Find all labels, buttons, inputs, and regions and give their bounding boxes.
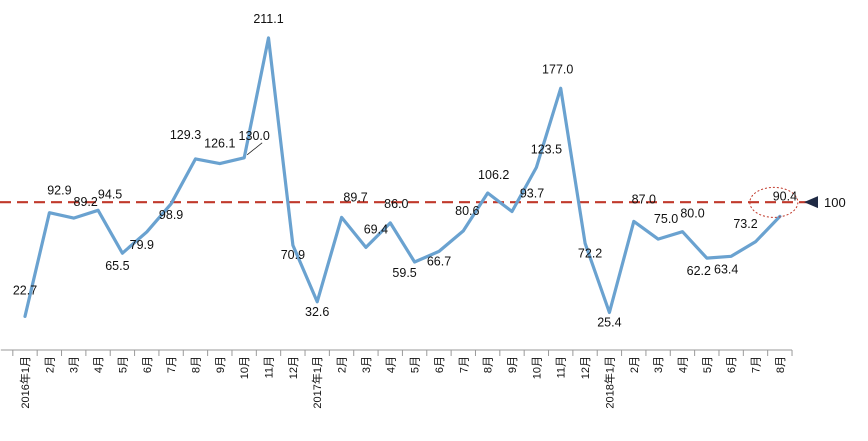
data-label: 63.4 — [714, 262, 738, 276]
x-tick-label: 7月 — [458, 356, 470, 373]
data-label: 106.2 — [478, 168, 509, 182]
reference-marker-icon — [804, 196, 818, 209]
x-tick-label: 12月 — [288, 356, 300, 379]
series-line — [23, 36, 782, 318]
x-tick-label: 8月 — [190, 356, 202, 373]
x-tick-label: 2018年1月 — [602, 356, 616, 409]
x-tick-label: 4月 — [93, 356, 105, 373]
x-tick-label: 6月 — [434, 356, 446, 373]
x-tick-label: 2月 — [337, 356, 349, 373]
data-label: 130.0 — [239, 129, 270, 143]
x-tick-label: 5月 — [410, 356, 422, 373]
data-label: 72.2 — [578, 246, 602, 260]
data-label: 94.5 — [98, 187, 122, 201]
data-label: 123.5 — [531, 142, 562, 156]
x-tick-label: 3月 — [361, 356, 373, 373]
data-label: 73.2 — [733, 217, 757, 231]
callout-line — [246, 142, 263, 156]
x-tick-label: 7月 — [751, 356, 763, 373]
x-tick-labels: 2016年1月 2月 3月 4月 5月 6月 7月 8月 9月 10月 11月 12月 2017年1月 2… — [18, 356, 787, 409]
data-label: 22.7 — [13, 283, 37, 297]
data-label: 70.9 — [281, 248, 305, 262]
data-label: 177.0 — [542, 62, 573, 76]
x-tick-label: 3月 — [653, 356, 665, 373]
x-tick-label: 4月 — [385, 356, 397, 373]
x-tick-label: 2016年1月 — [18, 356, 32, 409]
data-label: 66.7 — [427, 254, 451, 268]
data-label: 80.6 — [455, 204, 479, 218]
x-tick-label: 7月 — [166, 356, 178, 373]
data-label: 98.9 — [159, 208, 183, 222]
x-axis-ticks — [12, 350, 793, 356]
x-tick-label: 8月 — [483, 356, 495, 373]
x-tick-label: 2月 — [44, 356, 56, 373]
x-tick-label: 8月 — [775, 356, 787, 373]
data-label: 65.5 — [105, 259, 129, 273]
x-tick-label: 11月 — [264, 356, 276, 378]
data-label: 59.5 — [392, 266, 416, 280]
x-tick-label: 10月 — [239, 356, 251, 379]
x-tick-label: 10月 — [531, 356, 543, 379]
data-label: 80.0 — [680, 207, 704, 221]
x-tick-label: 6月 — [726, 356, 738, 373]
data-label: 62.2 — [687, 264, 711, 278]
data-label: 86.0 — [384, 197, 408, 211]
x-tick-label: 5月 — [702, 356, 714, 373]
x-tick-label: 11月 — [556, 356, 568, 378]
x-tick-label: 4月 — [677, 356, 689, 373]
data-label: 90.4 — [773, 189, 797, 203]
x-tick-label: 12月 — [580, 356, 592, 379]
data-label: 87.0 — [632, 192, 656, 206]
data-label: 79.9 — [130, 238, 154, 252]
data-label: 25.4 — [597, 316, 621, 330]
x-tick-label: 9月 — [215, 356, 227, 373]
x-tick-label: 3月 — [69, 356, 81, 373]
data-label: 93.7 — [520, 187, 544, 201]
data-label: 89.7 — [343, 190, 367, 204]
x-tick-label: 6月 — [142, 356, 154, 373]
data-label: 89.2 — [74, 195, 98, 209]
data-label: 126.1 — [204, 137, 235, 151]
x-tick-label: 2月 — [629, 356, 641, 373]
x-tick-label: 5月 — [117, 356, 129, 373]
data-label: 75.0 — [654, 212, 678, 226]
data-label: 211.1 — [253, 12, 283, 26]
data-label: 69.4 — [364, 222, 388, 236]
data-label: 129.3 — [170, 128, 201, 142]
data-label: 32.6 — [305, 305, 329, 319]
x-tick-label: 2017年1月 — [310, 356, 324, 409]
data-label: 92.9 — [47, 184, 71, 198]
x-tick-label: 9月 — [507, 356, 519, 373]
reference-label: 100 — [824, 195, 846, 210]
highlight-circle — [749, 186, 799, 218]
